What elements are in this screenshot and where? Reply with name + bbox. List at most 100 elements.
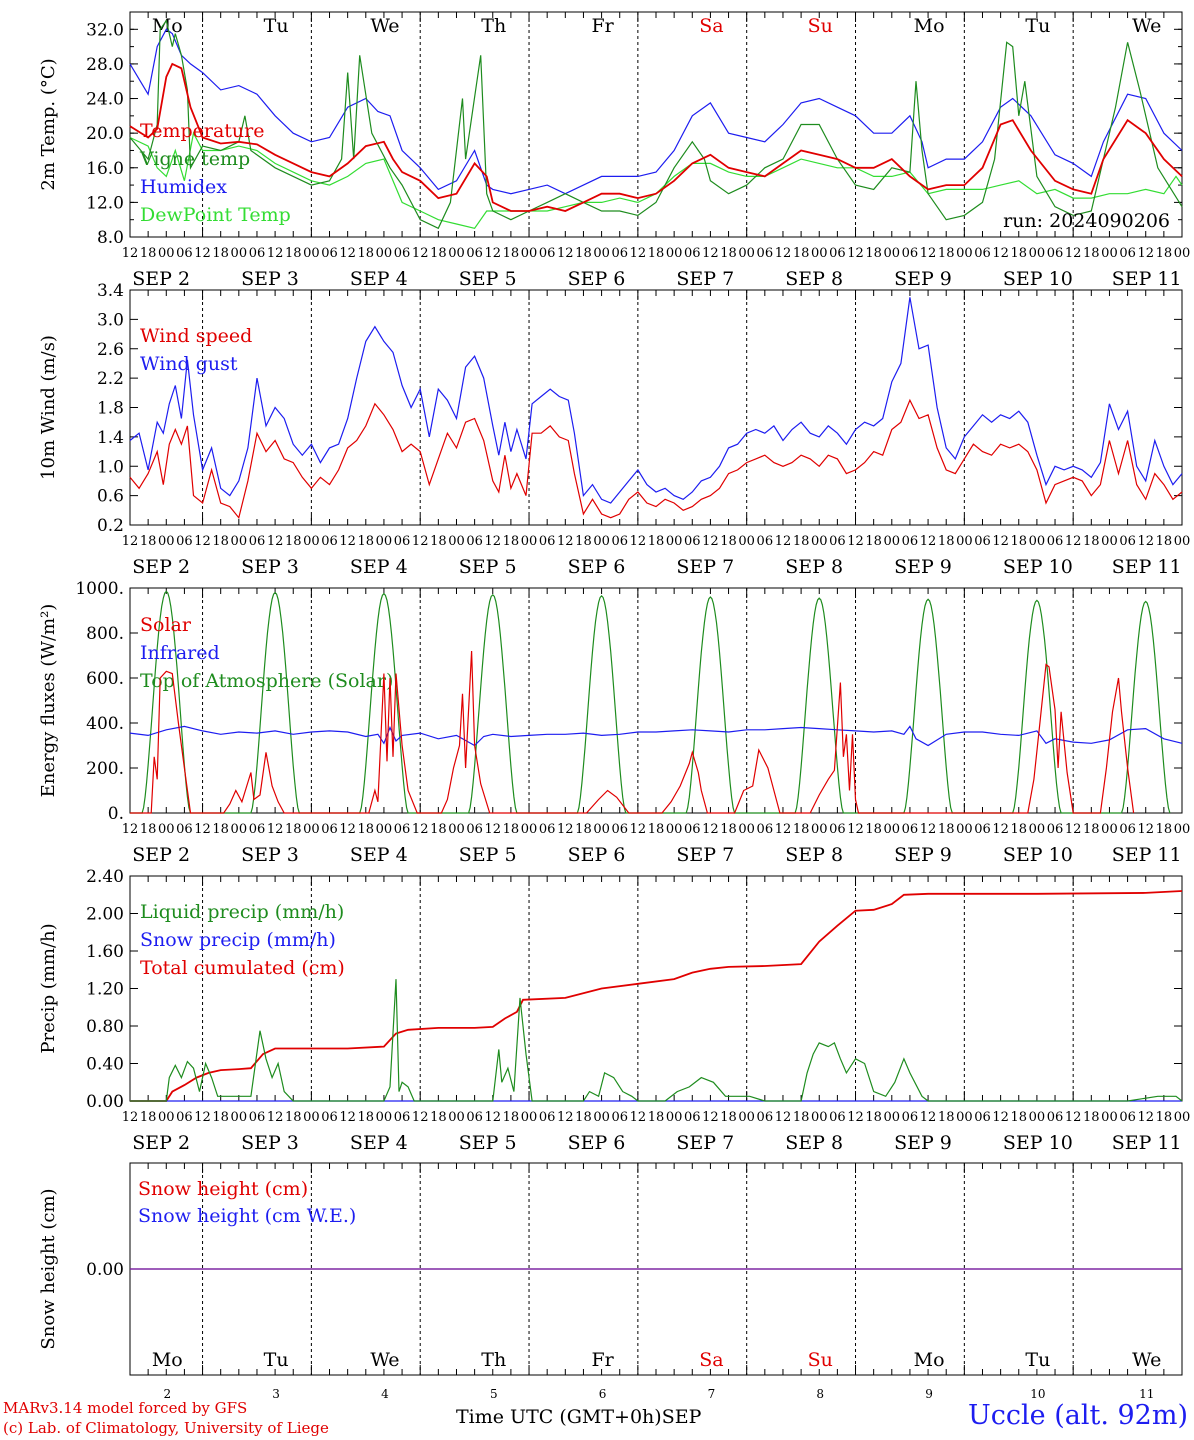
hour-tick-label: 06	[321, 822, 338, 837]
hour-tick-label: 18	[793, 822, 810, 837]
legend-entry: Snow precip (mm/h)	[140, 929, 336, 951]
date-label: SEP 3	[241, 844, 299, 866]
hour-tick-label: 06	[249, 1110, 266, 1125]
y-tick-label: 800.	[86, 624, 124, 644]
hour-tick-label: 12	[847, 534, 864, 549]
hour-tick-label: 06	[1119, 1110, 1136, 1125]
hour-tick-label: 18	[430, 534, 447, 549]
day-name-label: Su	[808, 1349, 833, 1371]
hour-tick-label: 18	[140, 822, 157, 837]
hour-tick-label: 12	[484, 1110, 501, 1125]
y-tick-label: 1.60	[86, 942, 124, 962]
legend-entry: Vigne temp	[139, 148, 250, 170]
day-number-label: 2	[163, 1387, 171, 1401]
day-number-label: 10	[1030, 1387, 1045, 1401]
series-line	[129, 62, 1183, 212]
series-line	[129, 28, 1183, 195]
hour-tick-label: 12	[122, 1110, 139, 1125]
hour-tick-label: 18	[720, 534, 737, 549]
day-number-label: 9	[925, 1387, 933, 1401]
hour-tick-label: 18	[938, 1110, 955, 1125]
hour-tick-label: 18	[575, 1110, 592, 1125]
hour-tick-label: 12	[267, 1110, 284, 1125]
hour-tick-label: 06	[829, 534, 846, 549]
day-name-label: Mo	[152, 1349, 183, 1371]
hour-tick-label: 12	[1137, 1110, 1154, 1125]
hour-tick-label: 00	[1101, 246, 1118, 261]
hour-tick-label: 00	[376, 534, 393, 549]
hour-tick-label: 06	[611, 822, 628, 837]
day-name-label: Tu	[264, 1349, 289, 1371]
hour-tick-label: 12	[847, 246, 864, 261]
hour-tick-label: 00	[811, 534, 828, 549]
y-axis-title: 10m Wind (m/s)	[38, 335, 59, 480]
hour-tick-label: 12	[339, 822, 356, 837]
hour-tick-label: 00	[956, 246, 973, 261]
hour-tick-label: 06	[249, 534, 266, 549]
hour-tick-label: 12	[339, 534, 356, 549]
hour-tick-label: 12	[412, 822, 429, 837]
hour-tick-label: 18	[140, 1110, 157, 1125]
hour-tick-label: 00	[448, 822, 465, 837]
hour-tick-label: 06	[394, 822, 411, 837]
hour-tick-label: 06	[757, 1110, 774, 1125]
hour-tick-label: 18	[430, 822, 447, 837]
hour-tick-label: 06	[829, 246, 846, 261]
y-tick-label: 28.0	[86, 55, 124, 75]
hour-tick-label: 00	[956, 1110, 973, 1125]
hour-tick-label: 00	[1029, 246, 1046, 261]
hour-tick-label: 12	[992, 534, 1009, 549]
hour-tick-label: 00	[1101, 1110, 1118, 1125]
date-label: SEP 9	[894, 556, 952, 578]
hour-tick-label: 18	[1010, 822, 1027, 837]
hour-tick-label: 06	[829, 1110, 846, 1125]
hour-tick-label: 12	[775, 246, 792, 261]
hour-tick-label: 00	[1101, 822, 1118, 837]
date-label: SEP 3	[241, 1132, 299, 1154]
run-label: run: 2024090206	[1003, 210, 1170, 232]
series-line	[130, 650, 1135, 814]
date-label: SEP 2	[132, 1132, 190, 1154]
hour-tick-label: 12	[702, 822, 719, 837]
hour-tick-label: 18	[1156, 1110, 1173, 1125]
hour-tick-label: 12	[992, 1110, 1009, 1125]
hour-tick-label: 00	[738, 246, 755, 261]
hour-tick-label: 06	[466, 822, 483, 837]
hour-tick-label: 06	[974, 246, 991, 261]
date-label: SEP 7	[676, 844, 734, 866]
hour-tick-label: 12	[412, 246, 429, 261]
hour-tick-label: 18	[1083, 246, 1100, 261]
hour-tick-label: 00	[593, 822, 610, 837]
hour-tick-label: 12	[775, 534, 792, 549]
hour-tick-label: 00	[303, 246, 320, 261]
hour-tick-label: 06	[1047, 822, 1064, 837]
hour-tick-label: 18	[212, 1110, 229, 1125]
hour-tick-label: 06	[757, 534, 774, 549]
y-tick-label: 1.4	[97, 428, 124, 448]
series-line	[129, 131, 1183, 229]
date-label: SEP 6	[568, 844, 626, 866]
hour-tick-label: 06	[684, 822, 701, 837]
hour-tick-label: 12	[194, 246, 211, 261]
hour-tick-label: 00	[1174, 534, 1191, 549]
hour-tick-label: 12	[484, 534, 501, 549]
hour-tick-label: 18	[1010, 1110, 1027, 1125]
hour-tick-label: 06	[757, 246, 774, 261]
hour-tick-label: 06	[466, 1110, 483, 1125]
hour-tick-label: 06	[684, 534, 701, 549]
hour-tick-label: 00	[521, 246, 538, 261]
hour-tick-label: 06	[902, 534, 919, 549]
y-tick-label: 3.4	[97, 281, 124, 301]
hour-tick-label: 06	[321, 534, 338, 549]
y-axis-title: Snow height (cm)	[38, 1188, 59, 1349]
hour-tick-label: 18	[720, 822, 737, 837]
hour-tick-label: 00	[158, 1110, 175, 1125]
date-label: SEP 6	[568, 556, 626, 578]
hour-tick-label: 00	[448, 246, 465, 261]
hour-tick-label: 00	[1174, 246, 1191, 261]
day-name-label: We	[370, 15, 399, 37]
hour-tick-label: 18	[358, 534, 375, 549]
y-tick-label: 0.80	[86, 1017, 124, 1037]
hour-tick-label: 06	[684, 1110, 701, 1125]
y-tick-label: 400.	[86, 714, 124, 734]
